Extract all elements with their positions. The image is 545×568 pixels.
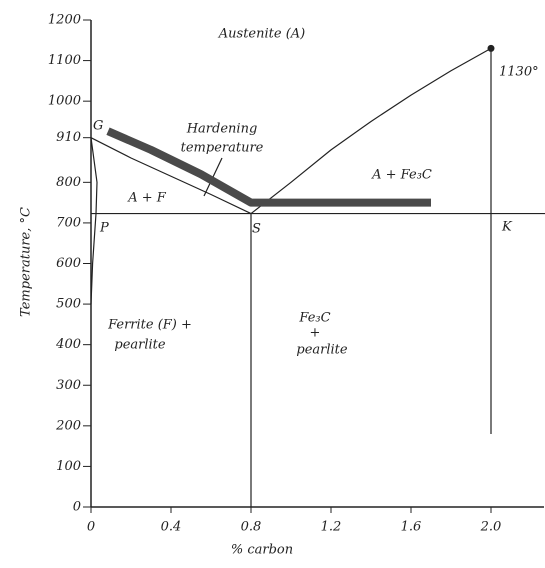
annotation: A + F bbox=[127, 191, 167, 206]
x-tick-label: 2.0 bbox=[480, 520, 502, 535]
annotation: Austenite (A) bbox=[218, 27, 305, 42]
x-tick-label: 0.8 bbox=[241, 520, 262, 535]
x-axis-title: % carbon bbox=[231, 543, 293, 558]
y-tick-label: 400 bbox=[55, 337, 81, 352]
y-tick-label: 600 bbox=[56, 256, 81, 271]
y-tick-label: 100 bbox=[56, 459, 81, 474]
phase-line bbox=[251, 48, 491, 213]
annotation: pearlite bbox=[296, 343, 348, 358]
annotation: pearlite bbox=[114, 338, 166, 353]
x-tick-label: 1.6 bbox=[401, 520, 422, 535]
y-tick-label: 700 bbox=[56, 215, 81, 230]
x-tick-label: 0.4 bbox=[161, 520, 182, 535]
annotation: K bbox=[501, 220, 513, 235]
x-tick-label: 1.2 bbox=[321, 520, 342, 535]
point bbox=[488, 45, 495, 52]
y-axis-title: Temperature, °C bbox=[19, 207, 34, 317]
phase-line bbox=[91, 138, 97, 304]
y-tick-label: 800 bbox=[56, 175, 81, 190]
y-tick-label: 200 bbox=[55, 418, 81, 433]
y-tick-label: 300 bbox=[56, 378, 81, 393]
y-tick-label: 1100 bbox=[48, 53, 81, 68]
annotation: Fe₃C bbox=[298, 311, 330, 326]
y-tick-label: 0 bbox=[73, 500, 81, 515]
y-tick-label: 1200 bbox=[48, 13, 81, 28]
annotation: Ferrite (F) + bbox=[107, 318, 192, 333]
annotation: 1130° bbox=[499, 65, 539, 80]
annotation: temperature bbox=[181, 141, 264, 156]
annotation: G bbox=[93, 119, 103, 134]
y-tick-label: 1000 bbox=[48, 94, 81, 109]
x-tick-label: 0 bbox=[87, 520, 95, 535]
y-tick-label: 500 bbox=[56, 297, 81, 312]
annotation: A + Fe₃C bbox=[371, 168, 432, 183]
annotation: + bbox=[310, 326, 321, 341]
annotation: P bbox=[99, 221, 109, 236]
annotation: Hardening bbox=[186, 122, 258, 137]
chart: % carbon Temperature, °C 0 100 200 300 400 50… bbox=[0, 0, 545, 568]
y-tick-label: 910 bbox=[56, 130, 81, 145]
annotation: S bbox=[252, 222, 261, 237]
